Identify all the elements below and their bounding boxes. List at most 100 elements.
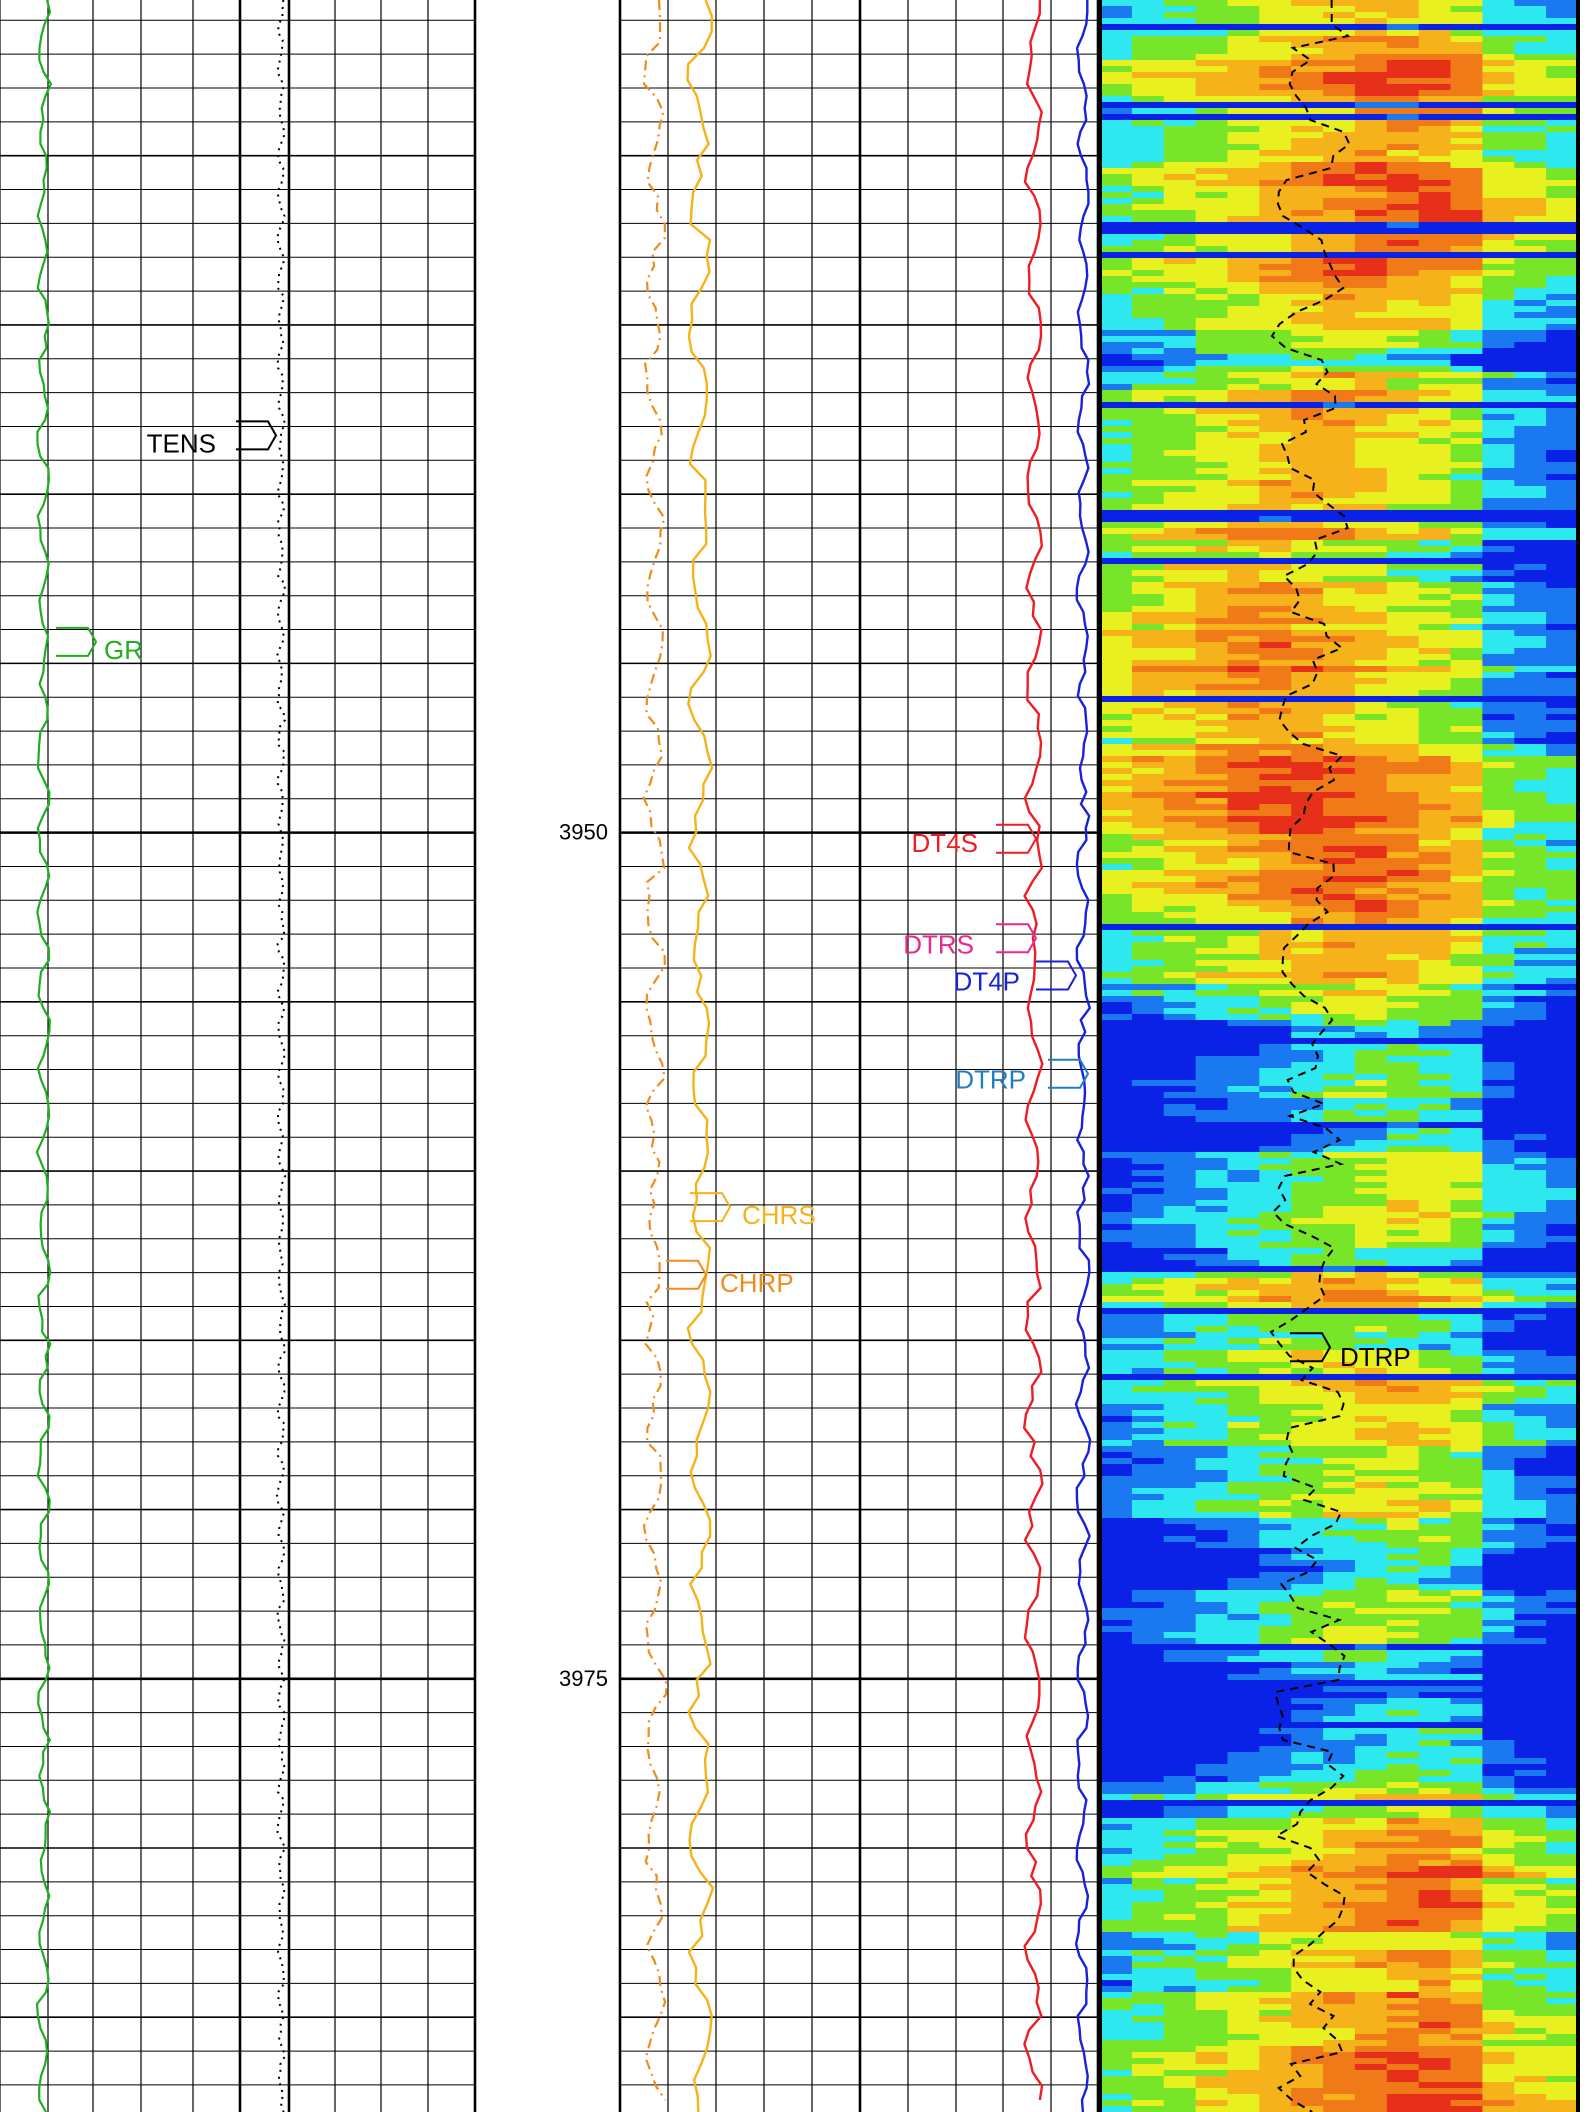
heatmap-cell: [1386, 756, 1420, 763]
heatmap-cell: [1259, 576, 1292, 583]
heatmap-cell: [1195, 660, 1229, 667]
heatmap-cell: [1163, 588, 1197, 595]
heatmap-cell: [1482, 882, 1515, 889]
heatmap-cell: [1195, 288, 1229, 295]
heatmap-cell: [1195, 888, 1229, 895]
heatmap-cell: [1450, 1182, 1483, 1189]
heatmap-cell: [1546, 366, 1579, 373]
heatmap-cell: [1386, 600, 1420, 607]
heatmap-cell: [1386, 966, 1420, 973]
heatmap-cell: [1323, 738, 1356, 745]
heatmap-cell: [1131, 1764, 1165, 1771]
heatmap-cell: [1482, 480, 1515, 487]
heatmap-cell: [1450, 1962, 1483, 1969]
heatmap-cell: [1163, 546, 1197, 553]
heatmap-cell: [1259, 750, 1292, 757]
heatmap-cell: [1323, 1602, 1356, 1609]
heatmap-cell: [1546, 1176, 1579, 1183]
heatmap-cell: [1482, 1116, 1515, 1123]
heatmap-cell: [1259, 1938, 1292, 1945]
heatmap-cell: [1259, 720, 1292, 727]
heatmap-cell: [1514, 1674, 1547, 1681]
heatmap-cell: [1131, 330, 1165, 337]
heatmap-cell: [1418, 192, 1452, 199]
heatmap-cell: [1482, 1788, 1515, 1795]
heatmap-cell: [1482, 1878, 1515, 1885]
heatmap-cell: [1195, 732, 1229, 739]
heatmap-cell: [1259, 1662, 1292, 1669]
heatmap-cell: [1482, 306, 1515, 313]
heatmap-cell: [1514, 1524, 1547, 1531]
heatmap-cell: [1418, 1206, 1452, 1213]
heatmap-cell: [1450, 264, 1483, 271]
heatmap-cell: [1323, 264, 1356, 271]
heatmap-cell: [1100, 1332, 1133, 1339]
heatmap-cell: [1482, 1560, 1515, 1567]
heatmap-cell: [1482, 1770, 1515, 1777]
heatmap-cell: [1514, 924, 1547, 931]
heatmap-cell: [1450, 258, 1483, 265]
heatmap-cell: [1323, 708, 1356, 715]
heatmap-cell: [1386, 150, 1420, 157]
heatmap-cell: [1482, 1320, 1515, 1327]
heatmap-cell: [1450, 882, 1483, 889]
heatmap-cell: [1291, 1866, 1324, 1873]
heatmap-cell: [1131, 1332, 1165, 1339]
heatmap-cell: [1482, 1938, 1515, 1945]
heatmap-cell: [1227, 1884, 1260, 1891]
heatmap-cell: [1514, 1980, 1547, 1987]
heatmap-cell: [1482, 816, 1515, 823]
heatmap-cell: [1195, 582, 1229, 589]
heatmap-cell: [1291, 804, 1324, 811]
heatmap-cell: [1450, 336, 1483, 343]
heatmap-cell: [1482, 714, 1515, 721]
heatmap-cell: [1514, 1038, 1547, 1045]
heatmap-cell: [1450, 762, 1483, 769]
heatmap-cell: [1418, 432, 1452, 439]
heatmap-cell: [1514, 1056, 1547, 1063]
heatmap-cell: [1323, 834, 1356, 841]
heatmap-cell: [1291, 1944, 1324, 1951]
heatmap-cell: [1482, 1914, 1515, 1921]
heatmap-cell: [1418, 84, 1452, 91]
heatmap-cell: [1100, 1914, 1133, 1921]
heatmap-cell: [1386, 996, 1420, 1003]
heatmap-cell: [1323, 1560, 1356, 1567]
heatmap-cell: [1100, 1962, 1133, 1969]
heatmap-cell: [1291, 708, 1324, 715]
heatmap-cell: [1323, 762, 1356, 769]
heatmap-cell: [1418, 468, 1452, 475]
heatmap-cell: [1450, 1308, 1483, 1315]
heatmap-cell: [1227, 1878, 1260, 1885]
heatmap-cell: [1291, 1806, 1324, 1813]
heatmap-cell: [1227, 774, 1260, 781]
heatmap-cell: [1163, 924, 1197, 931]
heatmap-cell: [1450, 1680, 1483, 1687]
heatmap-cell: [1354, 1128, 1388, 1135]
heatmap-cell: [1450, 1830, 1483, 1837]
heatmap-cell: [1482, 876, 1515, 883]
heatmap-cell: [1354, 1932, 1388, 1939]
heatmap-cell: [1354, 588, 1388, 595]
heatmap-cell: [1259, 954, 1292, 961]
heatmap-cell: [1131, 24, 1165, 31]
heatmap-cell: [1386, 162, 1420, 169]
heatmap-cell: [1227, 660, 1260, 667]
heatmap-cell: [1323, 1650, 1356, 1657]
heatmap-cell: [1259, 1272, 1292, 1279]
heatmap-cell: [1195, 306, 1229, 313]
heatmap-cell: [1386, 1488, 1420, 1495]
heatmap-cell: [1131, 498, 1165, 505]
heatmap-cell: [1227, 1338, 1260, 1345]
heatmap-cell: [1354, 1272, 1388, 1279]
heatmap-cell: [1227, 126, 1260, 133]
heatmap-cell: [1163, 1194, 1197, 1201]
heatmap-cell: [1100, 42, 1133, 49]
heatmap-cell: [1163, 60, 1197, 67]
heatmap-cell: [1163, 1302, 1197, 1309]
heatmap-cell: [1227, 1044, 1260, 1051]
heatmap-cell: [1546, 876, 1579, 883]
heatmap-cell: [1354, 90, 1388, 97]
heatmap-cell: [1100, 474, 1133, 481]
heatmap-cell: [1354, 1116, 1388, 1123]
